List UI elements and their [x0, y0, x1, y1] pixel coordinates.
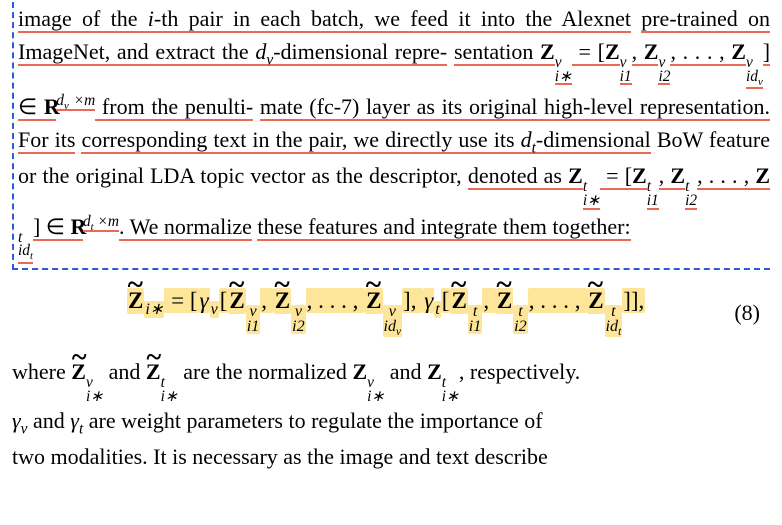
p1-tc1: , [659, 163, 671, 190]
p1-line2b: -dimensional repre- [273, 39, 447, 66]
p1-Zt1-ss: ti∗ [583, 180, 600, 210]
eq-gt: γ [423, 288, 434, 313]
eq-Zt2: Z [496, 288, 513, 314]
p1-dt: dt [521, 127, 536, 154]
p2-and: and [103, 359, 146, 384]
p1-eq: = [ [572, 39, 605, 66]
p1-tdots: , . . . , [697, 163, 755, 190]
eq-Z: Z [127, 288, 144, 314]
eq-gv: γ [199, 288, 210, 313]
eq-Zt2-ss: ti2 [513, 305, 528, 334]
p2-Zt-ss: ti∗ [161, 376, 178, 404]
p1-Z2-ss: vi1 [620, 56, 632, 86]
p1-Zt2: Z [632, 163, 647, 190]
eq-Zv3: Z [365, 288, 382, 314]
p2-t3: , respectively. [459, 359, 580, 384]
eq-dots1: , . . . , [306, 288, 366, 313]
p2-Zt: Z [146, 355, 161, 388]
p1-teq: = [ [600, 163, 632, 190]
para2: where Zvi∗ and Zti∗ are the normalized Z… [12, 355, 770, 473]
p2-gv: γ [12, 408, 21, 433]
eq-c1: , [260, 288, 274, 313]
eq-Zv1: Z [228, 288, 245, 314]
p2-and3: and [28, 408, 71, 433]
eq-Zv1-ss: vi1 [246, 305, 261, 334]
eq-c2: , [482, 288, 496, 313]
p1-Zt2-ss: ti1 [647, 180, 659, 210]
p1-Z1-ss: vi∗ [555, 56, 572, 86]
p1-dv: dv [255, 39, 273, 66]
p1-Z4: Z [731, 39, 746, 66]
p2-Zv2: Z [352, 359, 367, 384]
annotated-paragraph: image of the i-th pair in each batch, we… [12, 2, 770, 270]
eq-Zv3-ss: vidv [383, 305, 403, 337]
p2-Zv2-ss: vi∗ [367, 376, 384, 404]
p1-dvexp: dv ×m [56, 92, 95, 111]
p1-tR: R [70, 214, 82, 241]
eq-Zt3-ss: tidt [605, 305, 623, 337]
p1-Z2: Z [605, 39, 620, 66]
eq-lb2: [ [441, 288, 451, 313]
p1-line5a: corresponding text in the pair, we direc… [81, 127, 520, 154]
p2-Zv: Z [71, 355, 86, 388]
eq-Zt1: Z [450, 288, 467, 314]
p1-Z1: Z [540, 39, 555, 66]
eq-Zv2-ss: vi2 [291, 305, 306, 334]
p1-c1: , [632, 39, 644, 66]
p1-Zt1: Z [568, 163, 583, 190]
eq-gv-sub: v [210, 301, 219, 318]
p1-line7a: denoted as [468, 163, 568, 190]
p2-t6: two modalities. It is necessary as the i… [12, 444, 548, 469]
eq-Zt3: Z [587, 288, 604, 314]
p1-line3a: sentation [454, 39, 540, 66]
p1-dtexp: dt ×m [83, 213, 119, 232]
p1-Zt4-ss: tidt [18, 231, 33, 265]
p1-Z3-ss: vi2 [658, 56, 670, 86]
p1-Zt3-ss: ti2 [685, 180, 697, 210]
eq-Z-sub: i∗ [144, 301, 164, 318]
p2-t5: are weight parameters to regulate the im… [83, 408, 542, 433]
equation-number: (8) [734, 300, 770, 326]
p2-and2: and [384, 359, 427, 384]
p1-R: R [44, 94, 56, 121]
paper-crop: image of the i-th pair in each batch, we… [0, 0, 782, 481]
p1-Zt3: Z [670, 163, 685, 190]
eq-rb1: ], [402, 288, 423, 313]
p1-trbr: ] ∈ [33, 214, 71, 241]
p2-Zv-ss: vi∗ [86, 376, 103, 404]
equation-8: Zi∗ = [γv[Zvi1, Zvi2, . . . , Zvidv], γt… [12, 288, 770, 337]
p1-line5b: -dimensional [536, 127, 651, 154]
eq-open: = [ [164, 288, 198, 313]
p1-l7end: . We normalize [119, 214, 252, 241]
p1-Z4-ss: vidv [746, 56, 763, 90]
p2-t2: are the normalized [178, 359, 353, 384]
p1-line1a: image of the [18, 6, 148, 33]
p2-Zt2-ss: ti∗ [442, 376, 459, 404]
p1-i: i [148, 6, 154, 33]
p1-Z3: Z [644, 39, 659, 66]
p2-Zt2: Z [427, 359, 442, 384]
eq-gt-sub: t [434, 301, 440, 318]
p2-t1: where [12, 359, 71, 384]
equation-body: Zi∗ = [γv[Zvi1, Zvi2, . . . , Zvidv], γt… [12, 288, 734, 337]
p2-gt: γ [70, 408, 79, 433]
p1-line8: these features and integrate them togeth… [257, 214, 630, 241]
p1-l3end: from the penulti- [95, 94, 253, 121]
p1-Zt4: Z [755, 163, 770, 190]
eq-close: ]], [622, 288, 645, 313]
eq-dots2: , . . . , [528, 288, 588, 313]
eq-Zt1-ss: ti1 [468, 305, 483, 334]
p1-line1b: -th pair in each batch, we feed it into … [154, 6, 631, 33]
eq-Zv2: Z [274, 288, 291, 314]
p1-dots: , . . . , [670, 39, 731, 66]
eq-lb1: [ [219, 288, 229, 313]
p2-gv-sub: v [21, 420, 28, 437]
